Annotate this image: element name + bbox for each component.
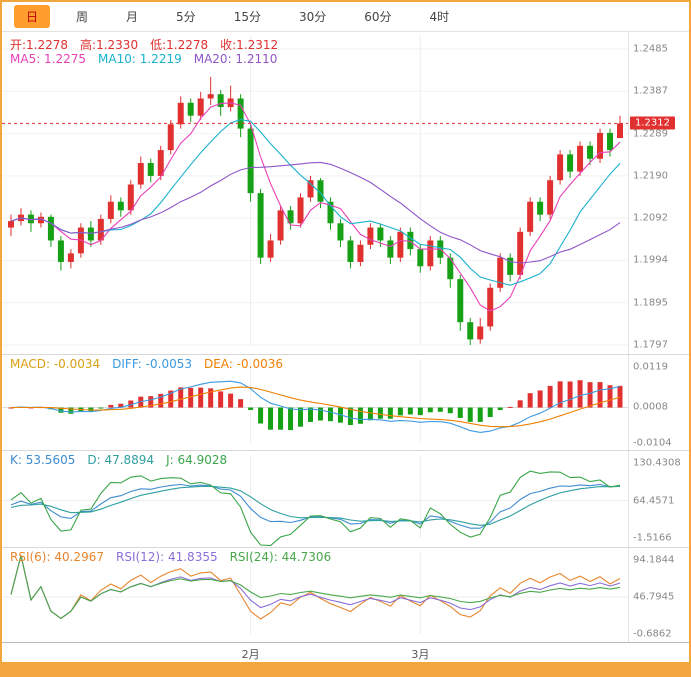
rsi-panel: RSI(6): 40.2967 RSI(12): 41.8355 RSI(24)… [2,547,689,642]
price-tick: 1.2092 [633,212,668,224]
price-axis: 1.2485 1.2387 1.2289 1.2190 1.2092 1.199… [628,32,689,354]
macd-tick: 0.0119 [633,361,668,373]
price-tick: 1.2289 [633,128,668,140]
tab-15min[interactable]: 15分 [233,10,261,24]
rsi-chart[interactable] [2,548,629,643]
rsi-tick: 94.1844 [633,554,675,566]
macd-axis: 0.0119 0.0008 -0.0104 [628,355,689,450]
timeframe-toolbar: 日 周 月 5分 15分 30分 60分 4时 [2,2,689,32]
price-tick: 1.1895 [633,297,668,309]
macd-tick: 0.0008 [633,401,668,413]
bottom-accent-bar [2,662,689,675]
last-price-badge: 1.2312 [630,116,675,130]
time-axis: 2月 3月 [2,642,689,663]
macd-panel: MACD: -0.0034 DIFF: -0.0053 DEA: -0.0036… [2,354,689,450]
tab-60min[interactable]: 60分 [364,10,392,24]
month-label-mar: 3月 [411,648,430,661]
price-tick: 1.2485 [633,43,668,55]
month-label-feb: 2月 [241,648,260,661]
macd-tick: -0.0104 [633,437,672,449]
price-tick: 1.2387 [633,85,668,97]
tab-5min[interactable]: 5分 [176,10,196,24]
kdj-tick: -1.5166 [633,532,672,544]
price-tick: 1.1994 [633,254,668,266]
macd-chart[interactable] [2,355,629,451]
rsi-tick: 46.7945 [633,591,675,603]
tab-week[interactable]: 周 [76,10,89,24]
tab-4hour[interactable]: 4时 [429,10,450,24]
candlestick-panel: 开:1.2278 高:1.2330 低:1.2278 收:1.2312 MA5:… [2,32,689,354]
candlestick-chart[interactable] [2,32,629,354]
tab-day[interactable]: 日 [14,5,51,28]
kdj-tick: 130.4308 [633,457,681,469]
rsi-axis: 94.1844 46.7945 -0.6862 [628,548,689,642]
kdj-panel: K: 53.5605 D: 47.8894 J: 64.9028 130.430… [2,450,689,547]
kdj-axis: 130.4308 64.4571 -1.5166 [628,451,689,547]
kdj-chart[interactable] [2,451,629,548]
tab-30min[interactable]: 30分 [298,10,327,24]
price-tick: 1.2190 [633,170,668,182]
price-tick: 1.1797 [633,339,668,351]
rsi-tick: -0.6862 [633,628,672,640]
tab-month[interactable]: 月 [126,10,139,24]
kdj-tick: 64.4571 [633,495,675,507]
